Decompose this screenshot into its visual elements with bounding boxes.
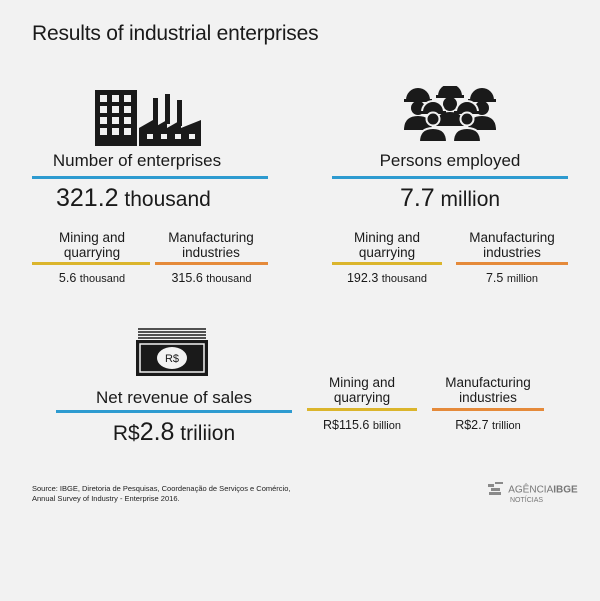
revenue-divider <box>56 410 292 413</box>
enterprises-divider <box>32 176 268 179</box>
revenue-label: Net revenue of sales <box>96 388 252 407</box>
revenue-mining-label-line1: Mining and <box>328 375 396 390</box>
enterprises-manuf-label: Manufacturing industries <box>155 230 267 260</box>
ibge-logo-icon <box>488 482 503 495</box>
revenue-mining-label: Mining and quarrying <box>307 375 417 405</box>
logo-subtext: NOTÍCIAS <box>510 497 544 504</box>
persons-manuf-total: 7.5 million <box>456 271 568 285</box>
logo-text-b: IBGE <box>553 484 578 496</box>
enterprises-mining-label-line2: quarrying <box>63 245 121 260</box>
enterprises-mining-label-line1: Mining and <box>58 230 126 245</box>
agencia-ibge-logo: AGÊNCIAIBGE NOTÍCIAS <box>488 482 578 504</box>
persons-label: Persons employed <box>379 151 521 170</box>
persons-divider <box>332 176 568 179</box>
revenue-unit: triliion <box>180 422 236 445</box>
persons-manuf-label-line1: Manufacturing <box>469 230 555 245</box>
enterprises-total: 321.2 thousand <box>56 184 211 213</box>
enterprises-manuf-value: 315.6 <box>171 271 203 285</box>
revenue-mining-label-line2: quarrying <box>333 390 391 405</box>
enterprises-mining-value: 5.6 <box>58 271 77 285</box>
workers-icon <box>404 86 496 142</box>
factory-icon <box>95 90 201 146</box>
persons-manuf-unit: million <box>506 273 539 285</box>
persons-mining-label: Mining and quarrying <box>332 230 442 260</box>
persons-mining-label-line1: Mining and <box>353 230 421 245</box>
enterprises-mining-unit: thousand <box>79 273 126 285</box>
page-title: Results of industrial enterprises <box>32 22 319 45</box>
banknote-icon-text: R$ <box>165 353 179 365</box>
persons-mining-total: 192.3 thousand <box>332 271 442 285</box>
enterprises-manuf-divider <box>155 262 268 265</box>
enterprises-manuf-total: 315.6 thousand <box>155 271 268 285</box>
revenue-manuf-divider <box>432 408 544 411</box>
revenue-manuf-unit: trillion <box>492 420 521 432</box>
enterprises-unit: thousand <box>124 188 211 211</box>
enterprises-manuf-label-line1: Manufacturing <box>168 230 254 245</box>
persons-mining-value: 192.3 <box>346 271 379 285</box>
banknote-icon: R$ <box>136 328 208 376</box>
persons-manuf-divider <box>456 262 568 265</box>
enterprises-mining-label: Mining and quarrying <box>32 230 152 260</box>
enterprises-label: Number of enterprises <box>52 151 222 170</box>
logo-text-a: AGÊNCIA <box>508 484 554 496</box>
enterprises-manuf-unit: thousand <box>206 273 252 285</box>
revenue-manuf-label-line1: Manufacturing <box>445 375 531 390</box>
enterprises-mining-total: 5.6 thousand <box>32 271 152 285</box>
revenue-manuf-label-line2: industries <box>459 390 517 405</box>
source-line1: Source: IBGE, Diretoria de Pesquisas, Co… <box>32 484 291 493</box>
enterprises-mining-divider <box>32 262 150 265</box>
persons-manuf-label: Manufacturing industries <box>456 230 568 260</box>
persons-manuf-label-line2: industries <box>483 245 541 260</box>
enterprises-value: 321.2 <box>56 184 119 212</box>
revenue-value: 2.8 <box>139 418 175 446</box>
revenue-mining-total: R$115.6 billion <box>307 418 417 432</box>
source-line2: Annual Survey of Industry - Enterprise 2… <box>32 494 180 503</box>
revenue-currency: R$ <box>112 422 140 445</box>
persons-value: 7.7 <box>399 184 435 212</box>
revenue-manuf-value: R$2.7 <box>455 418 489 432</box>
persons-mining-divider <box>332 262 442 265</box>
persons-mining-unit: thousand <box>381 273 428 285</box>
source-note: Source: IBGE, Diretoria de Pesquisas, Co… <box>32 484 312 504</box>
revenue-mining-divider <box>307 408 417 411</box>
revenue-total: R$2.8 triliion <box>56 418 292 447</box>
revenue-manuf-total: R$2.7 trillion <box>432 418 544 432</box>
persons-manuf-value: 7.5 <box>485 271 504 285</box>
revenue-mining-value: R$115.6 <box>323 418 370 432</box>
enterprises-manuf-label-line2: industries <box>182 245 240 260</box>
persons-unit: million <box>440 188 501 211</box>
revenue-manuf-label: Manufacturing industries <box>432 375 544 405</box>
persons-mining-label-line2: quarrying <box>358 245 416 260</box>
persons-total: 7.7 million <box>332 184 568 213</box>
revenue-mining-unit: billion <box>372 420 401 432</box>
